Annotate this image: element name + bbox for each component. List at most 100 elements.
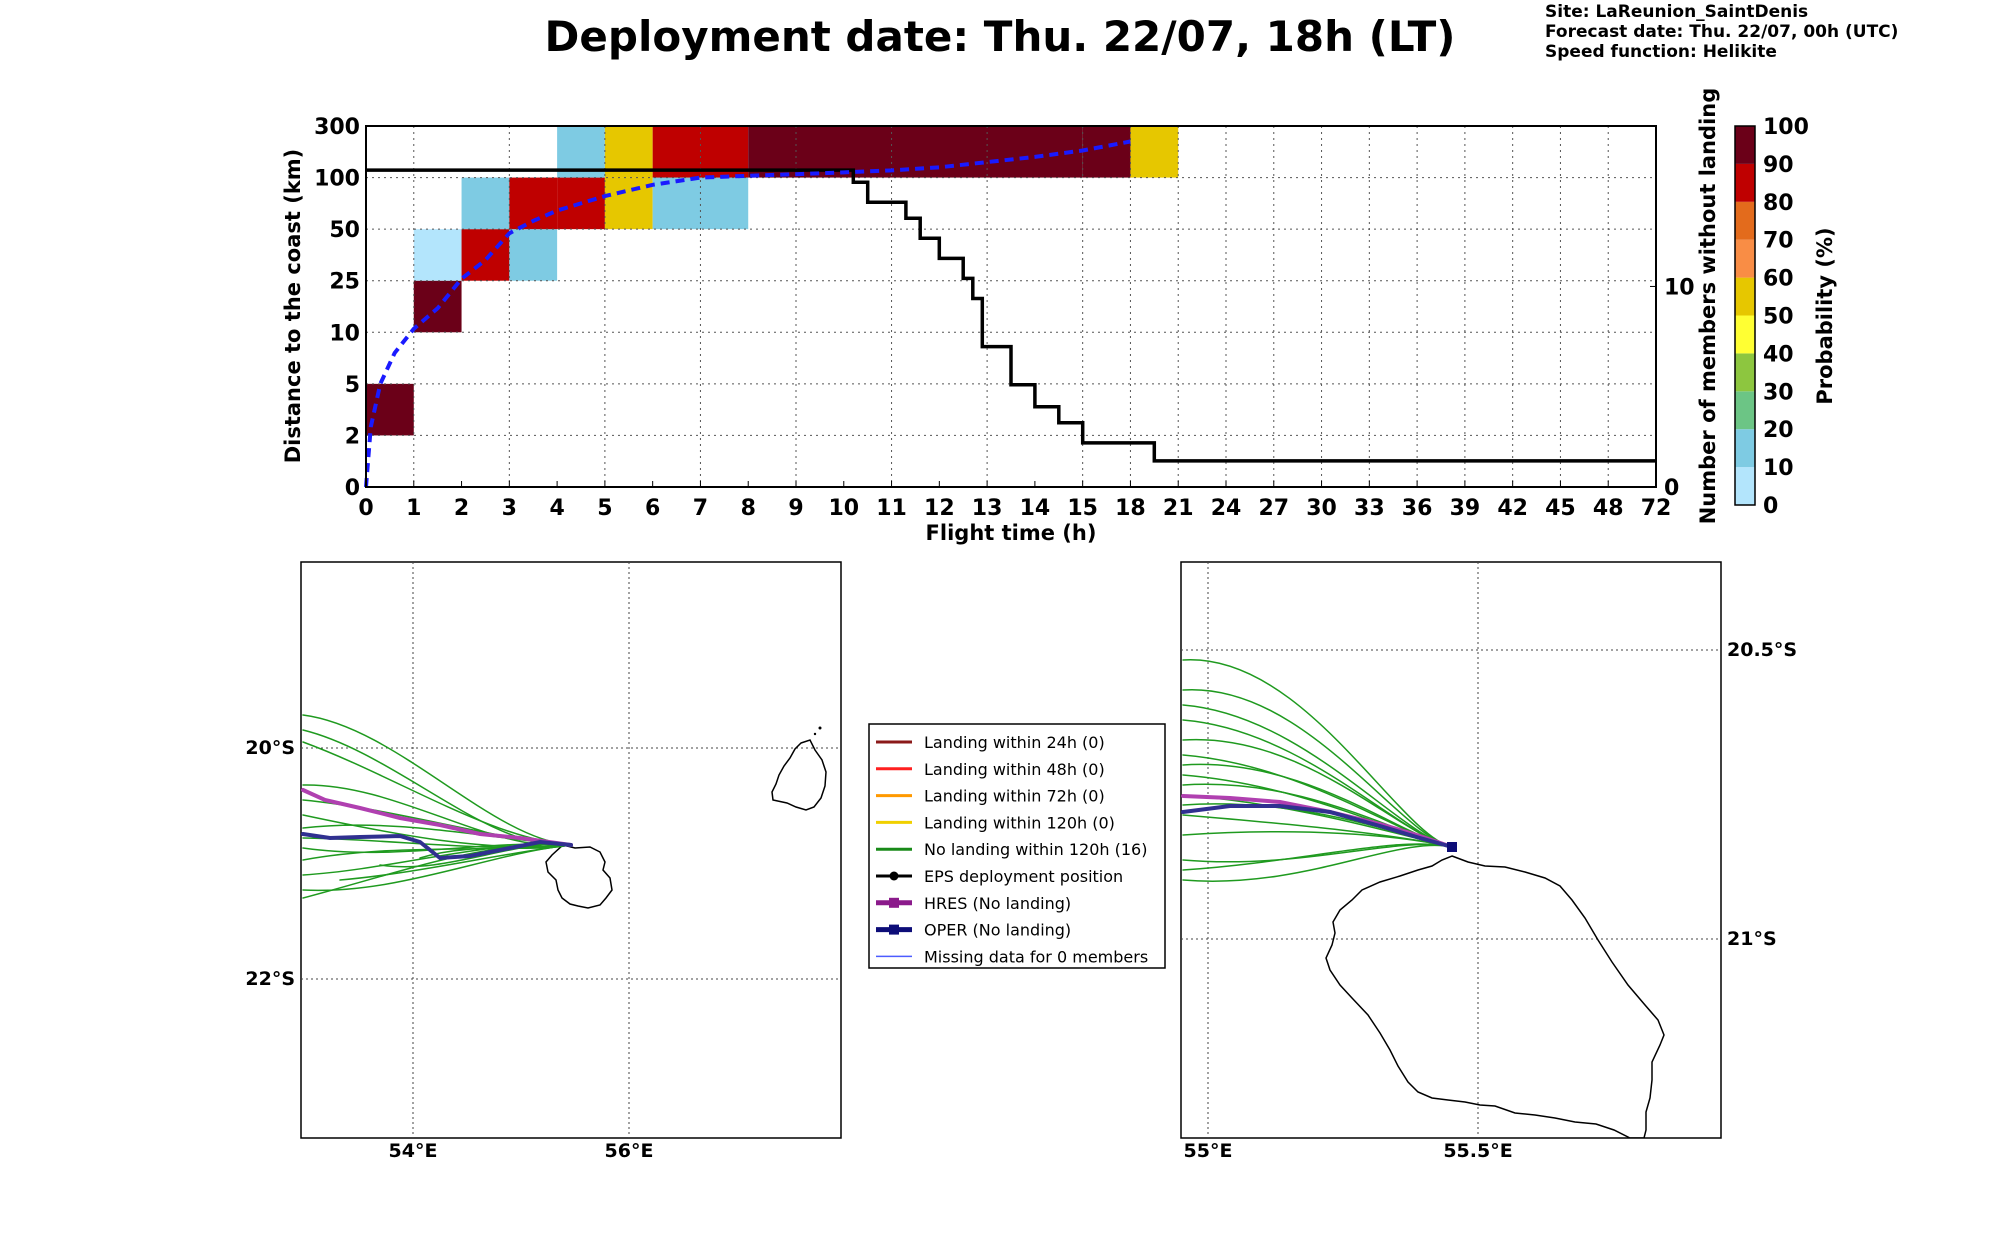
- colorbar-tick-label: 40: [1763, 342, 1794, 367]
- x-tick-label: 1: [406, 496, 421, 521]
- x-tick-label: 39: [1450, 496, 1481, 521]
- x-tick-label: 36: [1402, 496, 1433, 521]
- grid-lines: [366, 126, 1656, 487]
- legend-item: Missing data for 0 members: [876, 947, 1148, 966]
- reunion-coastline-small: [545, 844, 613, 909]
- x-tick-label: 6: [645, 496, 660, 521]
- left-map: 54°E 56°E 20°S 22°S: [245, 561, 842, 1162]
- legend-label: Landing within 24h (0): [924, 733, 1105, 752]
- probability-cell: [652, 177, 749, 230]
- speed-label: Speed function: Helikite: [1545, 42, 1777, 62]
- colorbar-tick-label: 100: [1763, 115, 1809, 140]
- legend-label: EPS deployment position: [924, 867, 1123, 886]
- x-tick-label: 48: [1593, 496, 1624, 521]
- right-map-trajectories: [1181, 659, 1457, 882]
- site-label: Site: LaReunion_SaintDenis: [1545, 2, 1809, 22]
- x-tick-label: 18: [1115, 496, 1146, 521]
- colorbar-segment: [1735, 163, 1755, 202]
- ensemble-trajectory: [1182, 689, 1453, 848]
- colorbar-tick-label: 30: [1763, 380, 1794, 405]
- right-map-lat-label: 20.5°S: [1727, 639, 1797, 661]
- legend-label: Landing within 48h (0): [924, 760, 1105, 779]
- legend-item: HRES (No landing): [876, 894, 1071, 913]
- x-tick-label: 8: [741, 496, 756, 521]
- colorbar-segments: [1735, 126, 1755, 505]
- colorbar-segment: [1735, 239, 1755, 278]
- x-tick-label: 0: [358, 496, 373, 521]
- hres-trajectory: [301, 788, 573, 847]
- ensemble-trajectory: [1182, 659, 1453, 848]
- legend-item: Landing within 72h (0): [876, 787, 1105, 806]
- colorbar-tick-label: 20: [1763, 418, 1794, 443]
- probability-cell: [604, 177, 653, 230]
- legend-label: HRES (No landing): [924, 894, 1071, 913]
- legend-frame: [868, 723, 1166, 969]
- colorbar-tick-label: 10: [1763, 456, 1794, 481]
- x-tick-label: 12: [924, 496, 955, 521]
- y2-axis-label: Number of members without landing: [1696, 88, 1720, 525]
- left-map-lon-label: 54°E: [389, 1140, 438, 1162]
- colorbar-tick-label: 50: [1763, 305, 1794, 330]
- x-tick-label: 2: [454, 496, 469, 521]
- legend-item: Landing within 48h (0): [876, 760, 1105, 779]
- colorbar-label: Probability (%): [1813, 227, 1837, 404]
- x-tick-label: 72: [1641, 496, 1672, 521]
- y-axis-label: Distance to the coast (km): [281, 149, 305, 464]
- right-map-lat-label: 21°S: [1727, 928, 1777, 950]
- probability-cell: [413, 229, 462, 281]
- colorbar-segment: [1735, 429, 1755, 468]
- x-tick-label: 13: [972, 496, 1003, 521]
- reunion-coastline-large: [1325, 855, 1665, 1138]
- ensemble-trajectory: [1182, 843, 1453, 871]
- members-without-landing-line: [366, 168, 1656, 463]
- deployment-marker: [1447, 842, 1457, 852]
- x-tick-label: 14: [1020, 496, 1051, 521]
- x-tick-label: 9: [788, 496, 803, 521]
- legend-marker: [889, 924, 899, 935]
- page-title: Deployment date: Thu. 22/07, 18h (LT): [544, 12, 1456, 61]
- probability-cell: [1130, 126, 1179, 178]
- colorbar-segment: [1735, 126, 1755, 164]
- probability-cell: [509, 229, 558, 281]
- y-tick-label: 50: [329, 218, 360, 243]
- legend-item: OPER (No landing): [876, 921, 1071, 940]
- colorbar-tick-labels: 0 10 20 30 40 50 60 70 80 90 100: [1763, 115, 1809, 519]
- ensemble-trajectory: [419, 844, 572, 859]
- x-tick-label: 27: [1258, 496, 1289, 521]
- x-tick-label: 30: [1306, 496, 1337, 521]
- x-axis-label: Flight time (h): [926, 521, 1097, 545]
- colorbar-tick-label: 70: [1763, 229, 1794, 254]
- colorbar-frame: [1734, 125, 1756, 506]
- series-lines: [364, 139, 1656, 488]
- x-tick-label: 33: [1354, 496, 1385, 521]
- ensemble-trajectory: [1182, 844, 1453, 882]
- x-tick-label: 45: [1545, 496, 1576, 521]
- right-map: 55°E 55.5°E 20.5°S 21°S: [1180, 561, 1797, 1162]
- mean-distance-line: [364, 139, 1131, 488]
- legend-items: Landing within 24h (0) Landing within 48h…: [876, 733, 1148, 966]
- x-tick-label: 10: [828, 496, 859, 521]
- right-map-gridlines: [1181, 562, 1721, 1138]
- colorbar-tick-label: 60: [1763, 267, 1794, 292]
- legend-label: Landing within 72h (0): [924, 787, 1105, 806]
- colorbar-tick-label: 90: [1763, 153, 1794, 178]
- x-tick-label: 4: [549, 496, 564, 521]
- plot-frame: [365, 125, 1657, 488]
- left-map-gridlines: [301, 562, 841, 1138]
- flight-time-chart: 0 1 2 3 4 5 6 7 8 9 10 11 12 13 14 15 18 21 24 27 30 33 36 39 42…: [281, 88, 1720, 545]
- legend-item: No landing within 120h (16): [876, 840, 1147, 859]
- probability-cell: [461, 177, 510, 230]
- y-tick-label: 2: [345, 424, 360, 449]
- x-tick-label: 5: [597, 496, 612, 521]
- y-tick-label: 25: [329, 270, 360, 295]
- y-tick-label: 5: [345, 373, 360, 398]
- y2-tick-label: 10: [1664, 275, 1695, 300]
- legend-label: No landing within 120h (16): [924, 840, 1147, 859]
- colorbar-segment: [1735, 353, 1755, 392]
- oper-trajectory: [1181, 804, 1454, 849]
- x-tick-label: 7: [693, 496, 708, 521]
- y2-tick-label: 0: [1664, 476, 1679, 501]
- colorbar-tick-label: 0: [1763, 494, 1778, 519]
- left-map-lat-label: 20°S: [245, 737, 295, 759]
